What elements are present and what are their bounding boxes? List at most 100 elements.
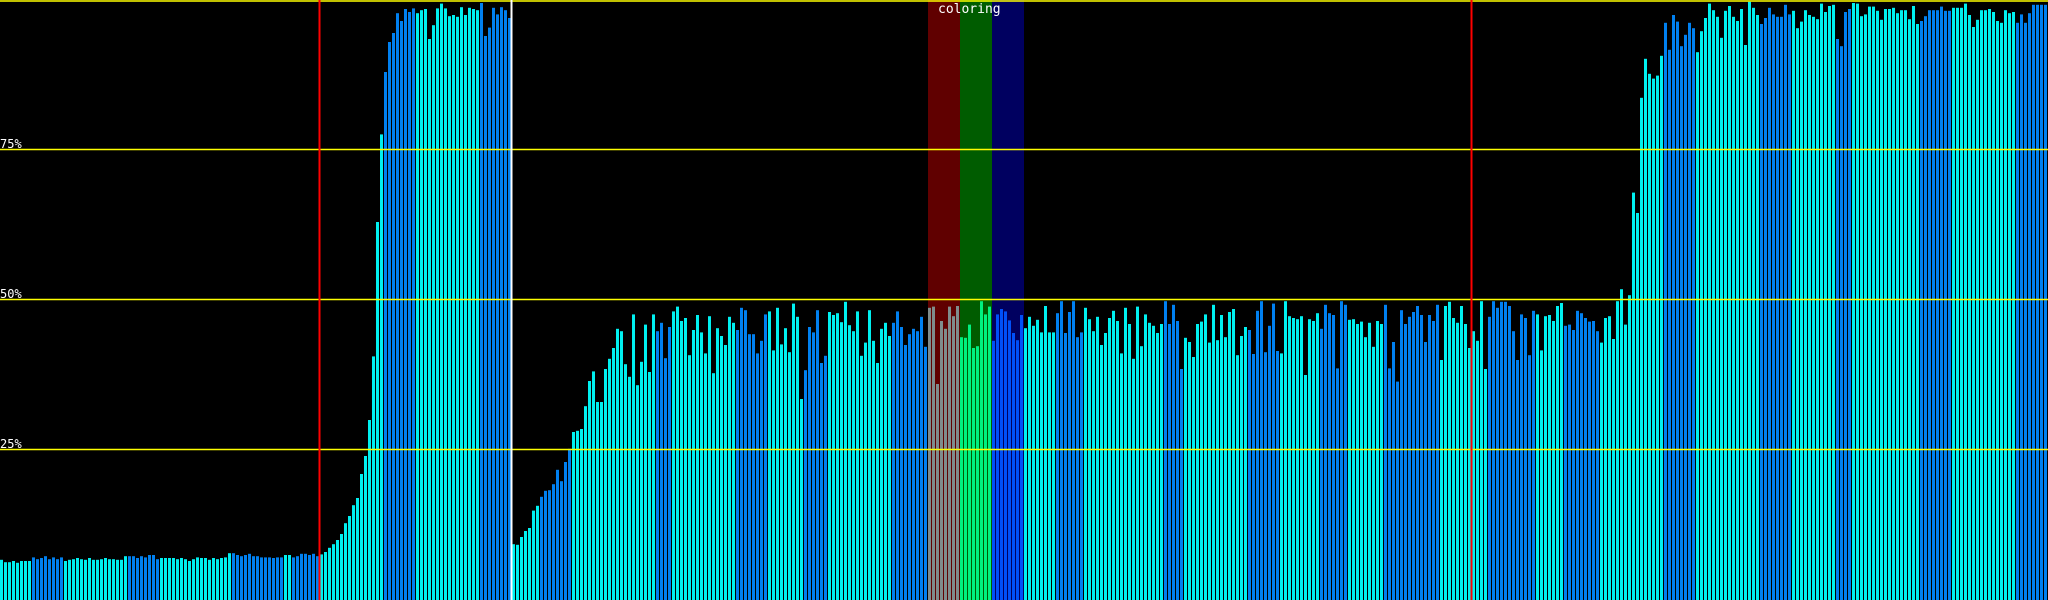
bar-353	[1412, 312, 1415, 600]
bar-354	[1416, 306, 1419, 600]
bar-212	[848, 325, 851, 600]
bar-150	[600, 402, 603, 600]
bar-431	[1724, 10, 1727, 600]
bar-104	[416, 13, 419, 600]
bar-145	[580, 429, 583, 600]
bar-463	[1852, 3, 1855, 600]
bar-294	[1176, 321, 1179, 600]
bar-171	[684, 318, 687, 600]
bar-72	[288, 555, 291, 600]
bar-332	[1328, 313, 1331, 600]
bar-254	[1016, 340, 1019, 600]
bar-373	[1492, 301, 1495, 600]
bar-289	[1156, 333, 1159, 600]
bar-427	[1708, 3, 1711, 600]
bar-49	[196, 557, 199, 600]
bar-295	[1180, 369, 1183, 600]
bar-438	[1752, 7, 1755, 600]
bar-58	[232, 553, 235, 600]
bar-219	[876, 363, 879, 600]
bar-210	[840, 322, 843, 600]
bar-50	[200, 558, 203, 600]
bar-498	[1992, 12, 1995, 600]
bar-419	[1676, 21, 1679, 600]
bar-221	[884, 322, 887, 600]
bar-439	[1756, 15, 1759, 600]
bar-478	[1912, 6, 1915, 600]
bar-122	[488, 27, 491, 600]
bar-429	[1716, 16, 1719, 600]
bar-499	[1996, 21, 1999, 600]
bar-149	[596, 402, 599, 600]
bar-1	[4, 562, 7, 600]
bar-348	[1392, 342, 1395, 600]
bar-394	[1576, 310, 1579, 600]
bar-382	[1528, 355, 1531, 600]
bar-196	[784, 328, 787, 600]
bar-322	[1288, 316, 1291, 600]
bar-98	[392, 33, 395, 600]
bar-146	[584, 406, 587, 600]
bar-386	[1544, 316, 1547, 600]
bar-66	[264, 557, 267, 600]
bar-7	[28, 561, 31, 600]
bar-110	[440, 3, 443, 600]
bar-391	[1564, 325, 1567, 600]
bar-374	[1496, 307, 1499, 600]
bar-174	[696, 315, 699, 600]
bar-63	[252, 556, 255, 600]
bar-215	[860, 355, 863, 600]
bar-127	[508, 18, 511, 600]
bar-16	[64, 561, 67, 600]
bar-484	[1936, 10, 1939, 600]
bar-496	[1984, 10, 1987, 600]
bar-330	[1320, 328, 1323, 600]
bar-68	[272, 558, 275, 600]
bar-267	[1068, 312, 1071, 600]
bar-197	[788, 352, 791, 600]
bar-347	[1388, 368, 1391, 600]
bar-292	[1168, 324, 1171, 600]
bar-430	[1720, 37, 1723, 600]
bar-417	[1668, 49, 1671, 600]
bar-300	[1200, 321, 1203, 600]
bar-271	[1084, 307, 1087, 600]
bar-372	[1488, 316, 1491, 600]
bar-402	[1608, 316, 1611, 600]
bar-471	[1884, 9, 1887, 600]
bar-42	[168, 558, 171, 600]
bar-123	[492, 7, 495, 600]
bar-235	[940, 321, 943, 600]
bar-379	[1516, 360, 1519, 600]
bar-73	[292, 557, 295, 600]
bar-388	[1552, 321, 1555, 600]
bar-54	[216, 559, 219, 600]
bar-62	[248, 553, 251, 600]
bar-32	[128, 556, 131, 600]
bar-23	[92, 559, 95, 600]
bar-323	[1292, 318, 1295, 600]
bar-10	[40, 558, 43, 600]
bar-5	[20, 561, 23, 600]
bar-157	[628, 376, 631, 600]
bar-26	[104, 558, 107, 600]
bar-107	[428, 39, 431, 600]
bar-118	[472, 9, 475, 600]
bar-134	[536, 505, 539, 600]
bar-278	[1112, 310, 1115, 600]
bar-406	[1624, 324, 1627, 600]
bar-420	[1680, 46, 1683, 600]
bar-297	[1188, 342, 1191, 600]
bar-100	[400, 21, 403, 600]
bar-69	[276, 557, 279, 600]
bar-475	[1900, 10, 1903, 600]
bar-500	[2000, 22, 2003, 600]
bar-249	[996, 314, 999, 600]
bar-334	[1336, 368, 1339, 600]
bar-9	[36, 559, 39, 600]
bar-108	[432, 25, 435, 600]
bar-385	[1540, 350, 1543, 600]
bar-195	[780, 344, 783, 600]
bar-465	[1860, 16, 1863, 600]
